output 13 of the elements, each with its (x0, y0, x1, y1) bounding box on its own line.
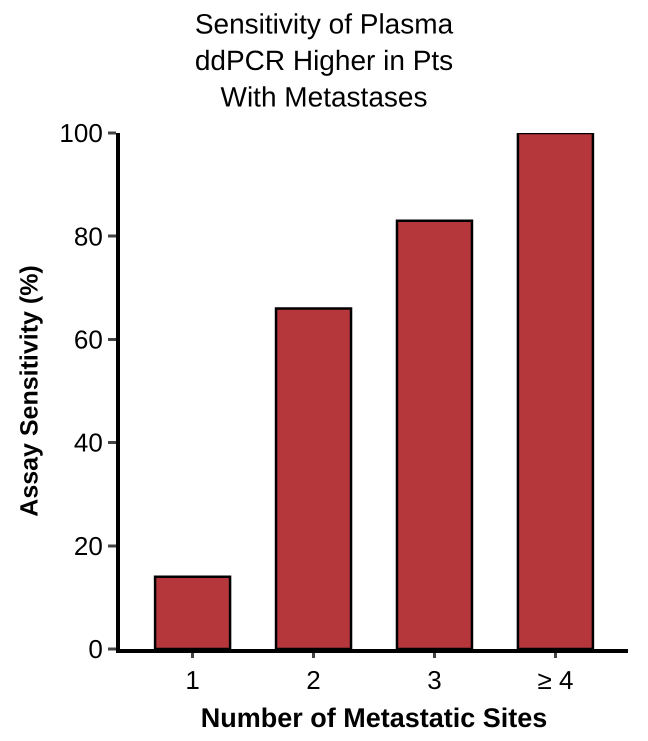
x-tick-label: 2 (306, 665, 321, 696)
y-tick-label: 40 (74, 428, 103, 458)
x-tick-label: 3 (427, 665, 442, 696)
y-axis-title: Assay Sensitivity (%) (16, 265, 44, 517)
chart-title: Sensitivity of Plasma ddPCR Higher in Pts With Metastases (194, 8, 454, 112)
y-tick-label: 0 (88, 634, 103, 664)
y-tick-label: 60 (74, 324, 103, 354)
y-tick-label: 80 (74, 221, 103, 252)
y-tick-label: 20 (74, 530, 103, 561)
x-axis-title: Number of Metastatic Sites (200, 703, 548, 734)
x-tick-label: 1 (185, 665, 200, 696)
y-tick-label: 100 (59, 118, 103, 148)
x-tick-label: ≥ 4 (537, 665, 574, 696)
